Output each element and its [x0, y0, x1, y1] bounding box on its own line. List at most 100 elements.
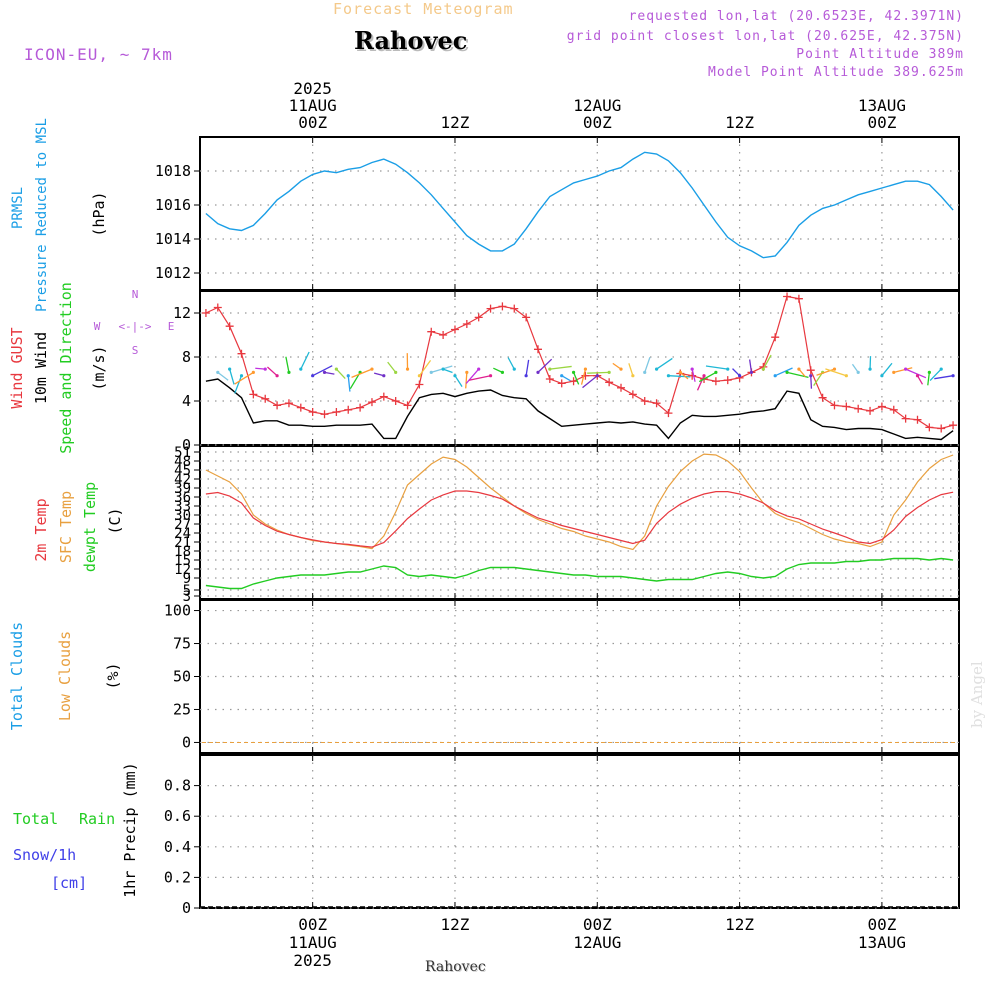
wind-direction-arrow: [465, 368, 480, 384]
wind-direction-arrow: [582, 375, 598, 389]
wind-direction-arrow-head: [797, 367, 801, 371]
wind-gust-marker: [866, 406, 875, 415]
wind-direction-arrow: [881, 362, 893, 377]
panel-frames: [199, 136, 960, 909]
wind-direction-arrow: [229, 368, 235, 385]
y-tick-label: 9: [183, 571, 191, 587]
wind-direction-arrow-head: [275, 374, 279, 378]
y-tick-label: 4: [182, 392, 191, 410]
time-label-bottom: 12AUG: [573, 933, 621, 952]
wind-gust-marker: [522, 313, 531, 322]
model-point-altitude: Model Point Altitude 389.625m: [708, 65, 964, 80]
wind-gust-marker: [391, 397, 400, 405]
wind-direction-arrow-head: [477, 367, 481, 371]
wind-direction-arrow: [418, 359, 432, 377]
wind-direction-arrow-head: [512, 367, 516, 371]
wind-gust-marker: [913, 415, 922, 424]
wind-gust-marker: [273, 401, 282, 410]
wind-direction-arrow-head: [927, 370, 931, 374]
wind-direction-arrow: [705, 365, 728, 370]
wind-gust-marker: [937, 424, 946, 433]
wind-gust-marker: [320, 410, 329, 419]
wind-gust-marker: [332, 408, 341, 416]
time-label-bottom: 00Z: [583, 915, 612, 934]
time-label-top: 13AUG: [858, 96, 906, 115]
wind-direction-arrow: [507, 357, 515, 370]
wind-gust-marker: [771, 333, 780, 342]
y-tick-label: 0: [182, 436, 191, 454]
compass-w: W: [94, 320, 101, 333]
panel-frame-precip: [199, 754, 960, 909]
wind-gust-marker: [533, 345, 542, 354]
wind-gust-marker: [794, 294, 803, 303]
y-tick-label: 0.4: [164, 838, 191, 856]
wind-direction-arrow-head: [666, 374, 671, 378]
wind-direction-arrow: [774, 367, 793, 377]
wind-direction-arrow-head: [880, 374, 884, 378]
wind-direction-arrow: [798, 368, 806, 378]
wind-gust-marker: [296, 403, 305, 412]
time-label-bottom: 12Z: [725, 915, 754, 934]
y-tick-label: 12: [173, 304, 191, 322]
wind-direction-arrow-head: [738, 374, 742, 378]
series-line-2m-temp: [205, 490, 954, 548]
wind-gust-marker: [605, 378, 614, 387]
credit-watermark: by Angel: [968, 661, 986, 728]
time-label-top: 2025: [293, 79, 332, 98]
wind-gust-marker: [474, 313, 483, 322]
chart-marks: [200, 151, 959, 908]
wind-direction-arrow-head: [749, 370, 754, 374]
y-tick-label: 75: [173, 635, 191, 653]
wind-direction-arrow-head: [939, 367, 943, 371]
wind-gust-marker: [367, 398, 376, 407]
y-tick-label: 24: [174, 526, 191, 542]
wind-direction-arrow: [324, 371, 335, 375]
wind-direction-arrow: [442, 368, 453, 374]
ylabel-precip: 1hr Precip (mm): [121, 762, 139, 897]
wind-direction-arrow-head: [702, 374, 706, 378]
grid-lines: [200, 137, 959, 909]
wind-direction-arrow-head: [868, 367, 872, 371]
wind-direction-arrow: [644, 357, 651, 373]
ylabel-temp-unit: (C): [106, 507, 124, 534]
wind-gust-marker: [510, 304, 519, 313]
wind-direction-arrow: [255, 367, 266, 370]
wind-direction-arrow-head: [560, 374, 564, 378]
y-tick-label: 3: [183, 589, 191, 605]
compass-s: S: [132, 344, 139, 357]
wind-direction-arrow: [893, 367, 913, 374]
wind-direction-arrow: [525, 359, 530, 376]
wind-gust-marker: [688, 371, 697, 380]
wind-direction-arrow-head: [453, 374, 457, 378]
y-tick-label: 0: [182, 899, 191, 917]
ylabel-total-clouds: Total Clouds: [8, 622, 26, 730]
wind-direction-arrow: [825, 368, 847, 377]
wind-gust-marker: [213, 303, 222, 312]
wind-gust-marker: [711, 377, 720, 386]
ylabel-clouds-unit: (%): [104, 662, 122, 689]
wind-direction-arrow-head: [417, 374, 421, 378]
y-tick-label: 45: [174, 463, 191, 479]
wind-gust-marker: [427, 327, 436, 336]
requested-location: requested lon,lat (20.6523E, 42.3971N): [628, 9, 964, 24]
y-tick-label: 5: [183, 583, 191, 599]
wind-gust-marker: [889, 405, 898, 414]
wind-direction-arrow: [373, 372, 384, 377]
y-tick-label: 1012: [155, 264, 191, 282]
panel-frame-temperature: [199, 445, 960, 600]
wind-direction-arrow: [493, 367, 503, 373]
wind-gust-marker: [557, 379, 566, 388]
wind-direction-arrow-head: [299, 367, 303, 371]
y-tick-label: 1014: [155, 230, 191, 248]
y-tick-label: 1018: [155, 162, 191, 180]
wind-direction-arrow-head: [228, 367, 232, 371]
wind-direction-arrow: [810, 375, 813, 389]
wind-direction-arrow: [905, 368, 927, 379]
wind-direction-arrow-head: [287, 370, 291, 374]
time-label-top: 12AUG: [573, 96, 621, 115]
wind-direction-arrow-head: [619, 367, 623, 371]
wind-gust-marker: [652, 399, 661, 408]
wind-direction-arrow: [561, 375, 571, 382]
wind-gust-marker: [261, 394, 270, 403]
panel-frame-pressure: [199, 136, 960, 291]
